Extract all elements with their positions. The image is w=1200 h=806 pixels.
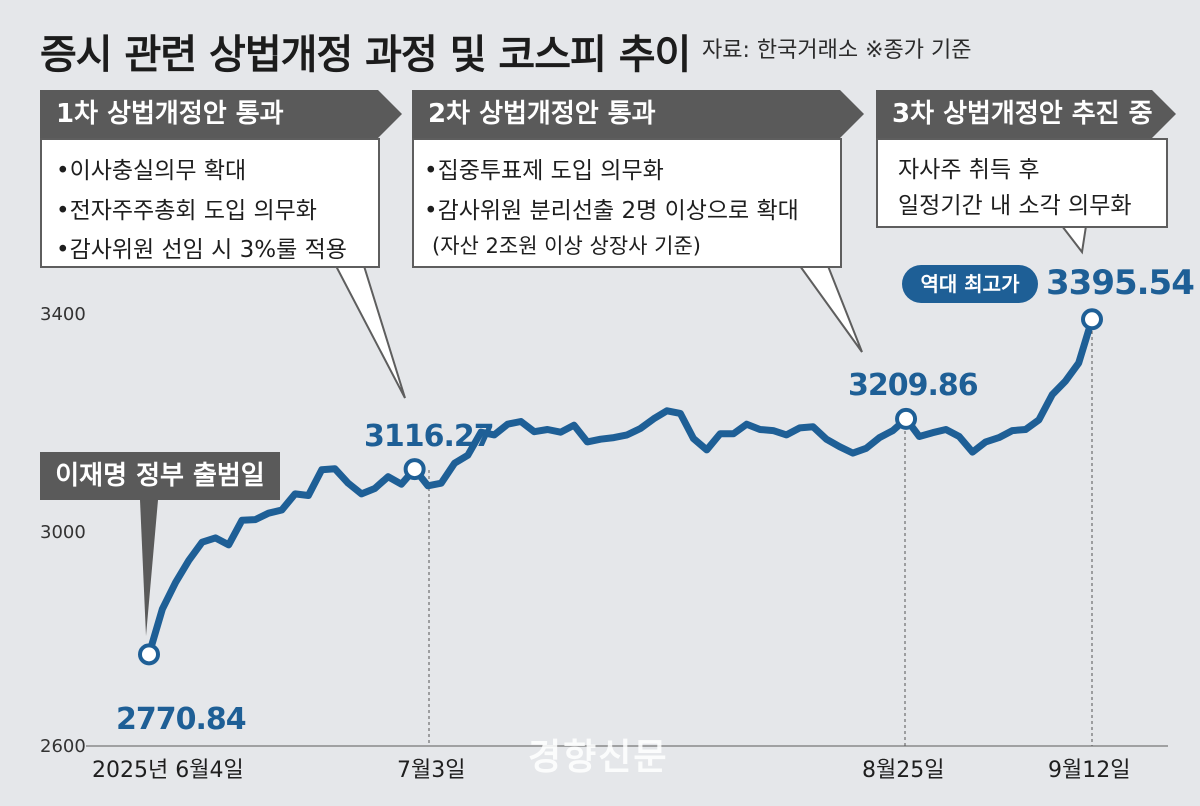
point-markers <box>138 308 1103 666</box>
marker-start <box>138 643 160 666</box>
event-label-inauguration: 이재명 정부 출범일 <box>40 452 280 500</box>
callout-2-line-1: •집중투표제 도입 의무화 <box>424 158 664 184</box>
callout-2-tab: 2차 상법개정안 통과 <box>412 90 864 138</box>
callout-1-line-3: •감사위원 선임 시 3%룰 적용 <box>56 237 347 263</box>
marker-7-3 <box>403 458 426 481</box>
x-tick-jun-4: 2025년 6월4일 <box>92 758 244 783</box>
callout-2-box <box>412 138 842 268</box>
x-tick-sep-12: 9월12일 <box>1048 758 1131 783</box>
callout-3-tab: 3차 상법개정안 추진 중 <box>876 90 1176 138</box>
x-tick-jul-3: 7월3일 <box>397 758 466 783</box>
y-tick-2600: 2600 <box>40 736 86 757</box>
x-tick-aug-25: 8월25일 <box>862 758 945 783</box>
callout-1-box <box>40 138 380 268</box>
callout-3-line-2: 일정기간 내 소각 의무화 <box>898 193 1132 219</box>
record-high-badge: 역대 최고가 <box>902 265 1038 303</box>
callout-1-pointer <box>334 265 406 399</box>
point-label-8-25: 3209.86 <box>848 368 979 403</box>
kospi-series-line <box>145 315 1096 658</box>
marker-record <box>1081 308 1103 331</box>
callout-3-pointer <box>1059 225 1088 255</box>
y-tick-3400: 3400 <box>40 304 86 325</box>
event-pointer <box>140 500 158 636</box>
point-label-7-3: 3116.27 <box>364 419 495 454</box>
page-title: 증시 관련 상법개정 과정 및 코스피 추이 <box>40 32 691 78</box>
callout-1-line-1: •이사충실의무 확대 <box>56 158 247 184</box>
callout-2-pointer <box>798 265 863 353</box>
callout-3-box <box>876 138 1168 228</box>
callout-2-line-2: •감사위원 분리선출 2명 이상으로 확대 <box>424 198 799 224</box>
callout-2-line-3: (자산 2조원 이상 상장사 기준) <box>432 234 701 258</box>
marker-8-25 <box>895 407 918 430</box>
callout-1-tab: 1차 상법개정안 통과 <box>40 90 402 138</box>
y-tick-3000: 3000 <box>40 522 86 543</box>
source-note: 자료: 한국거래소 ※종가 기준 <box>702 38 972 63</box>
point-label-record: 3395.54 <box>1046 263 1195 303</box>
callout-1-line-2: •전자주주총회 도입 의무화 <box>56 198 317 224</box>
point-label-start: 2770.84 <box>116 702 247 737</box>
publisher-watermark: 경향신문 <box>528 737 669 778</box>
callout-3-line-1: 자사주 취득 후 <box>898 157 1040 183</box>
